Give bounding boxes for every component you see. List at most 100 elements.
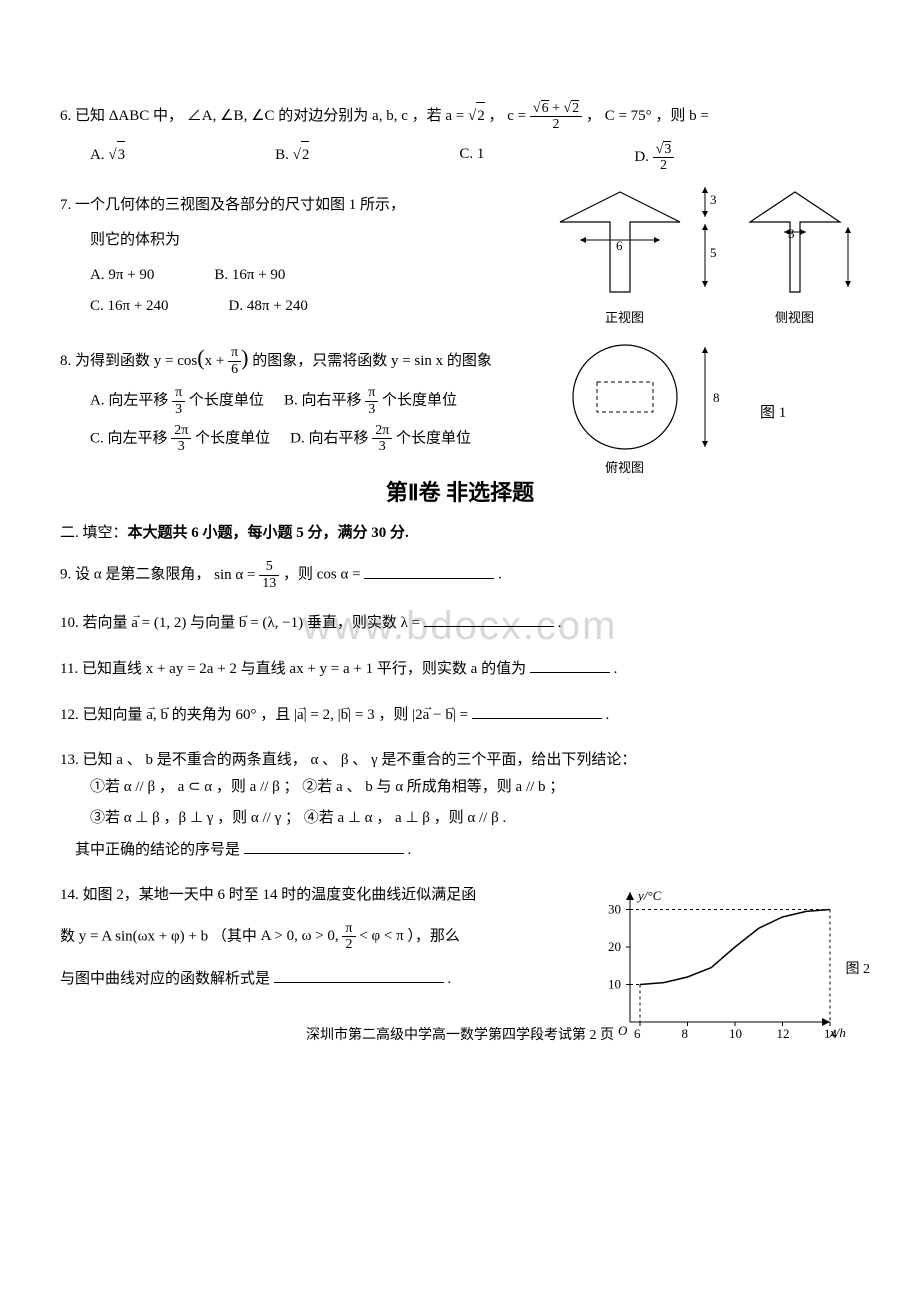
q8-D: D. 向右平移	[290, 430, 368, 446]
q10-l: λ =	[401, 615, 420, 631]
q13-t3: 是不重合的两条直线，	[157, 752, 307, 768]
q7-block: 6 正视图 3 3 5	[60, 192, 860, 455]
q6-t6: ，	[586, 108, 601, 124]
q14-cn: π	[342, 921, 355, 937]
svg-text:20: 20	[608, 939, 621, 954]
q9-cos: cos α =	[317, 567, 361, 583]
q9-a: α	[94, 567, 102, 583]
q7-C: C. 16π + 240	[90, 293, 169, 320]
q14-t1: 14. 如图 2，某地一天中 6 时至 14 时的温度变化曲线近似满足函	[60, 882, 590, 909]
q8-t1: 8. 为得到函数	[60, 353, 150, 369]
q10-t3: 垂直，则实数	[307, 615, 397, 631]
q8-t2: 的图象，只需将函数	[252, 353, 387, 369]
q13-t4: 、	[322, 752, 337, 768]
q12-blank	[472, 701, 602, 719]
q14-c1: A > 0, ω > 0,	[261, 928, 339, 944]
svg-text:10: 10	[729, 1026, 742, 1041]
q14-t5: 与图中曲线对应的函数解析式是	[60, 971, 270, 987]
q6-c-b: 2	[571, 100, 579, 116]
q13-t1: 13. 已知	[60, 752, 113, 768]
q6-D-n: 3	[663, 141, 671, 157]
q6-c-eq: c =	[507, 108, 530, 124]
origin: O	[618, 1023, 628, 1038]
q13-blank	[244, 836, 404, 854]
q14-c2: < φ < π	[359, 928, 403, 944]
q9-t1: 9. 设	[60, 567, 90, 583]
top-label: 俯视图	[605, 460, 644, 475]
q10-blank	[424, 609, 554, 627]
q6-t2: 中，	[153, 108, 183, 124]
question-14: y/°C x/h O 102030 68101214 图 2 14. 如图 2，…	[60, 882, 860, 993]
section-2-desc: 二. 填空：本大题共 6 小题，每小题 5 分，满分 30 分.	[60, 520, 860, 547]
q8-y1: y = cos	[154, 353, 197, 369]
q8-Dt: 个长度单位	[396, 430, 471, 446]
q6-A-v: 3	[117, 141, 126, 169]
q8-y2: y = sin x	[391, 353, 443, 369]
q6-t5: ，	[489, 108, 504, 124]
q10-t4: .	[558, 615, 562, 631]
q8-Ad: 3	[172, 402, 185, 417]
q14-chart: y/°C x/h O 102030 68101214	[600, 882, 860, 1052]
q8-At: 个长度单位	[189, 392, 264, 408]
q13-a: a	[116, 752, 123, 768]
q10-t2: 与向量	[190, 615, 235, 631]
q11-t4: 的值为	[481, 661, 526, 677]
q8-C: C. 向左平移	[90, 430, 168, 446]
question-6: 6. 已知 ΔABC 中， ∠A, ∠B, ∠C 的对边分别为 a, b, c …	[60, 100, 860, 174]
q6-b-eq: b =	[689, 108, 709, 124]
q11-t1: 11. 已知直线	[60, 661, 142, 677]
question-8: 8. 为得到函数 y = cos(x + π6) 的图象，只需将函数 y = s…	[60, 338, 860, 455]
q8-Bn: π	[365, 385, 378, 401]
q6-C-eq: C = 75°	[605, 108, 652, 124]
svg-text:12: 12	[777, 1026, 790, 1041]
q6-t3: 的对边分别为	[278, 108, 368, 124]
q8-t3: 的图象	[447, 353, 492, 369]
q6-C: C. 1	[459, 141, 484, 174]
q9-sn: 5	[259, 559, 279, 575]
q9-t3: ，则	[283, 567, 313, 583]
s2-d1: 二. 填空：	[60, 525, 128, 541]
q14-func: y = A sin(ωx + φ) + b	[79, 928, 208, 944]
q11-t3: 平行，则实数	[377, 661, 467, 677]
q8-Bt: 个长度单位	[382, 392, 457, 408]
svg-text:6: 6	[634, 1026, 641, 1041]
s2-d2: 本大题共 6 小题，每小题 5 分，满分 30 分.	[128, 525, 409, 541]
svg-text:14: 14	[824, 1026, 838, 1041]
q6-c-den: 2	[530, 117, 582, 132]
q8-a: x +	[205, 353, 225, 369]
svg-text:30: 30	[608, 902, 621, 917]
svg-text:8: 8	[682, 1026, 689, 1041]
q14-cd: 2	[342, 937, 355, 952]
q8-Bd: 3	[365, 402, 378, 417]
q12-t5: .	[606, 707, 610, 723]
q14-figure: y/°C x/h O 102030 68101214 图 2	[600, 882, 860, 1062]
q14-t6: .	[448, 971, 452, 987]
question-9: 9. 设 α 是第二象限角， sin α = 513 ，则 cos α = .	[60, 559, 860, 591]
q7-D: D. 48π + 240	[229, 293, 308, 320]
q11-l1: x + ay = 2a + 2	[146, 661, 237, 677]
q7-t2: 则它的体积为	[60, 227, 860, 254]
q8-Ct: 个长度单位	[195, 430, 270, 446]
q9-sin: sin α =	[214, 567, 255, 583]
q7-B: B. 16π + 90	[214, 262, 285, 289]
q13-s2: ③若 α ⊥ β ，β ⊥ γ ，则 α // γ ； ④若 a ⊥ α ， a…	[90, 805, 860, 832]
q11-l2: ax + y = a + 1	[289, 661, 373, 677]
q8-An: π	[172, 385, 185, 401]
svg-text:10: 10	[608, 977, 621, 992]
q7-A: A. 9π + 90	[90, 262, 154, 289]
q8-Cn: 2π	[171, 423, 191, 439]
q11-blank	[530, 655, 610, 673]
q12-e: =	[460, 707, 468, 723]
q6-B: B.	[275, 147, 289, 163]
q11-a: a	[471, 661, 478, 677]
q13-t2: 、	[127, 752, 142, 768]
q10-a: = (1, 2)	[138, 615, 186, 631]
q12-t2: 的夹角为	[172, 707, 232, 723]
question-10: 10. 若向量 a = (1, 2) 与向量 b = (λ, −1) 垂直，则实…	[60, 609, 860, 637]
q9-sd: 13	[259, 576, 279, 591]
q6-t1: 6. 已知	[60, 108, 105, 124]
q6-B-v: 2	[301, 141, 310, 169]
q6-t4: ，若	[412, 108, 442, 124]
q10-b: = (λ, −1)	[246, 615, 303, 631]
q13-t6: 是不重合的三个平面，给出下列结论：	[381, 752, 636, 768]
